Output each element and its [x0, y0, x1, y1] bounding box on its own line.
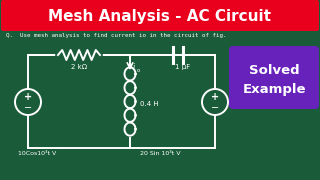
Text: +: + [211, 92, 219, 102]
Text: 0.4 H: 0.4 H [140, 102, 159, 107]
FancyBboxPatch shape [229, 46, 319, 109]
Text: 20 Sin 10³t V: 20 Sin 10³t V [140, 151, 180, 156]
FancyBboxPatch shape [1, 0, 319, 31]
Text: −: − [24, 103, 32, 113]
Text: Solved: Solved [249, 64, 299, 76]
Text: −: − [211, 103, 219, 113]
Text: Mesh Analysis - AC Circuit: Mesh Analysis - AC Circuit [49, 8, 271, 24]
Text: 10Cos10³t V: 10Cos10³t V [18, 151, 56, 156]
Text: o: o [137, 68, 140, 73]
Text: Example: Example [242, 84, 306, 96]
Text: i: i [133, 64, 135, 73]
Text: Q.  Use mesh analysis to find current io in the circuit of fig.: Q. Use mesh analysis to find current io … [6, 33, 227, 39]
Text: +: + [24, 92, 32, 102]
Text: 2 kΩ: 2 kΩ [71, 64, 87, 70]
Text: 1 μF: 1 μF [175, 64, 190, 70]
